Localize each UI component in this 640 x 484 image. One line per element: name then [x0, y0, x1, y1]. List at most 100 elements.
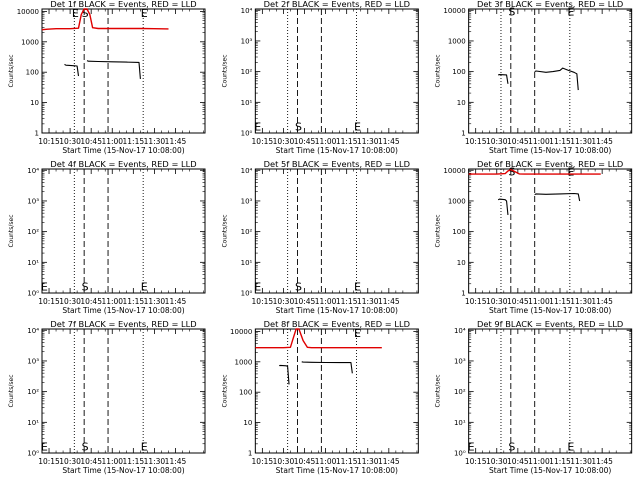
event-marker-label: S — [508, 441, 515, 454]
lld-series-line — [468, 168, 601, 175]
y-tick-label: 10³ — [241, 197, 253, 205]
event-marker-label: E — [254, 281, 261, 294]
x-axis-label: Start Time (15-Nov-17 10:08:00) — [489, 306, 611, 315]
x-tick-label: 11:00 — [528, 297, 550, 306]
x-tick-label: 11:00 — [101, 137, 123, 146]
event-marker-label: S — [508, 166, 515, 179]
x-tick-label: 11:45 — [591, 457, 613, 466]
x-tick-label: 10:45 — [294, 137, 316, 146]
events-series-line — [301, 361, 353, 374]
y-axis-label: Counts/sec — [435, 214, 442, 247]
y-tick-label: 10⁴ — [241, 7, 253, 15]
y-tick-label: 10³ — [27, 197, 39, 205]
x-tick-label: 10:30 — [59, 137, 81, 146]
y-tick-label: 10⁰ — [241, 130, 253, 138]
event-marker-label: S — [508, 6, 515, 19]
event-marker-label: E — [254, 121, 261, 134]
plot-frame — [468, 328, 633, 454]
y-tick-label: 10² — [454, 388, 466, 396]
x-tick-label: 10:15 — [38, 137, 60, 146]
panel-det-2f: Det 2f BLACK = Events, RED = LLD Counts/s… — [221, 0, 419, 155]
x-tick-label: 10:45 — [80, 137, 102, 146]
x-tick-label: 10:15 — [465, 457, 487, 466]
x-tick-label: 11:30 — [144, 457, 166, 466]
x-tick-label: 10:45 — [80, 297, 102, 306]
y-axis-label: Counts/sec — [435, 374, 442, 407]
x-tick-label: 11:45 — [378, 457, 400, 466]
x-tick-label: 11:30 — [570, 297, 592, 306]
x-tick-label: 10:30 — [59, 297, 81, 306]
panel-det-9f: Det 9f BLACK = Events, RED = LLD Counts/s… — [435, 319, 633, 475]
panel-det-7f: Det 7f BLACK = Events, RED = LLD Counts/s… — [8, 319, 206, 475]
y-tick-label: 1000 — [235, 358, 253, 366]
panel-title: Det 4f BLACK = Events, RED = LLD — [50, 159, 196, 169]
event-marker-label: S — [295, 121, 302, 134]
event-marker-label: E — [41, 441, 48, 454]
x-tick-label: 11:45 — [165, 457, 187, 466]
x-tick-label: 11:00 — [101, 457, 123, 466]
panel-title: Det 8f BLACK = Events, RED = LLD — [264, 319, 410, 329]
y-axis-label: Counts/sec — [221, 214, 228, 247]
x-tick-label: 10:30 — [486, 297, 508, 306]
x-tick-label: 10:30 — [486, 457, 508, 466]
events-series-line — [64, 63, 80, 77]
event-marker-label: E — [567, 441, 574, 454]
x-axis-label: Start Time (15-Nov-17 10:08:00) — [62, 466, 184, 475]
event-marker-label: E — [567, 166, 574, 179]
y-tick-label: 10⁰ — [454, 450, 466, 458]
event-marker-label: S — [82, 7, 89, 20]
event-marker-label: E — [41, 281, 48, 294]
event-marker-label: S — [82, 281, 89, 294]
x-tick-label: 11:15 — [549, 137, 571, 146]
event-marker-label: S — [82, 441, 89, 454]
y-tick-label: 1 — [248, 450, 252, 458]
x-tick-label: 11:30 — [144, 137, 166, 146]
event-marker-label: E — [468, 441, 475, 454]
panel-title: Det 7f BLACK = Events, RED = LLD — [50, 319, 196, 329]
plot-frame — [41, 168, 206, 294]
plot-frame — [41, 328, 206, 454]
x-axis-label: Start Time (15-Nov-17 10:08:00) — [489, 146, 611, 155]
event-marker-label: E — [354, 281, 361, 294]
x-tick-label: 11:15 — [336, 297, 358, 306]
y-tick-label: 10² — [27, 228, 39, 236]
events-series-line — [534, 67, 579, 91]
y-tick-label: 10 — [457, 259, 466, 267]
event-marker-label: E — [72, 7, 79, 20]
y-tick-label: 10² — [27, 388, 39, 396]
y-tick-label: 100 — [452, 68, 465, 76]
y-tick-label: 10 — [243, 419, 252, 427]
event-marker-label: E — [354, 121, 361, 134]
x-tick-label: 11:00 — [528, 457, 550, 466]
x-axis-label: Start Time (15-Nov-17 10:08:00) — [62, 146, 184, 155]
y-axis-label: Counts/sec — [8, 374, 15, 407]
x-tick-label: 11:45 — [165, 297, 187, 306]
y-tick-label: 10000 — [17, 8, 39, 16]
x-tick-label: 10:30 — [486, 137, 508, 146]
event-marker-label: E — [567, 6, 574, 19]
y-tick-label: 100 — [452, 228, 465, 236]
panel-title: Det 1f BLACK = Events, RED = LLD — [50, 0, 196, 9]
x-tick-label: 11:45 — [378, 137, 400, 146]
event-marker-label: S — [295, 281, 302, 294]
x-tick-label: 11:15 — [336, 457, 358, 466]
y-axis-label: Counts/sec — [221, 374, 228, 407]
events-series-line — [497, 198, 509, 215]
y-tick-label: 1 — [35, 130, 39, 138]
event-marker-label: E — [354, 327, 361, 340]
panel-title: Det 9f BLACK = Events, RED = LLD — [477, 319, 623, 329]
y-tick-label: 10³ — [27, 357, 39, 365]
panel-det-3f: Det 3f BLACK = Events, RED = LLD Counts/s… — [435, 0, 633, 155]
x-axis-label: Start Time (15-Nov-17 10:08:00) — [276, 466, 398, 475]
x-tick-label: 10:45 — [294, 297, 316, 306]
x-tick-label: 10:45 — [294, 457, 316, 466]
y-tick-label: 10000 — [230, 328, 252, 336]
x-tick-label: 11:15 — [123, 457, 145, 466]
y-tick-label: 100 — [239, 389, 252, 397]
event-marker-label: E — [141, 7, 148, 20]
x-tick-label: 10:30 — [273, 137, 295, 146]
y-tick-label: 10 — [30, 99, 39, 107]
x-tick-label: 11:00 — [315, 457, 337, 466]
events-series-line — [86, 60, 141, 79]
